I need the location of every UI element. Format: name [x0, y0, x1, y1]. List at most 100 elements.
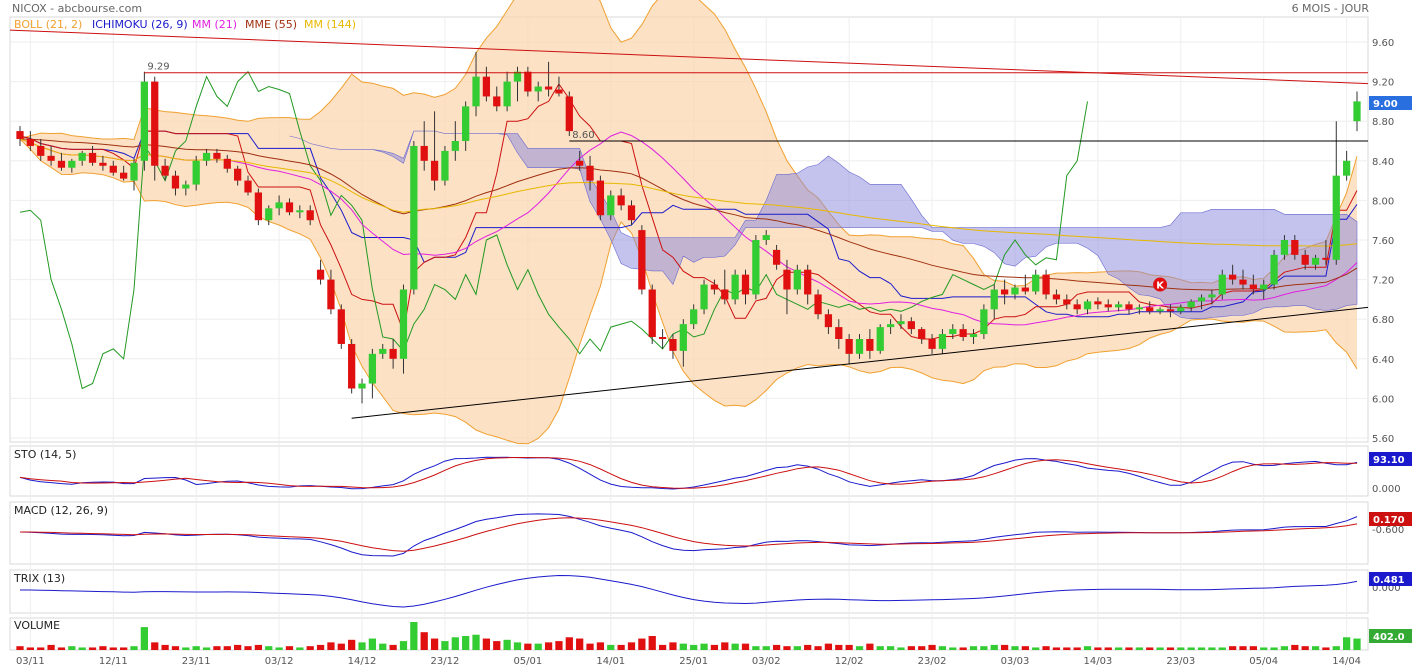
- candle-body: [171, 175, 180, 189]
- volume-bar: [1270, 647, 1278, 650]
- volume-bar: [16, 646, 24, 650]
- volume-bar: [1135, 647, 1143, 650]
- candle-body: [99, 162, 107, 166]
- volume-bar: [327, 642, 335, 650]
- candle-body: [327, 279, 335, 310]
- candle-body: [627, 205, 636, 221]
- candle-body: [700, 284, 708, 310]
- candle-body: [679, 324, 687, 351]
- candle-body: [78, 152, 86, 161]
- volume-bar: [99, 646, 107, 650]
- volume-bar: [669, 642, 677, 650]
- volume-bar: [658, 644, 667, 650]
- volume-bar: [109, 647, 117, 650]
- volume-bar: [1114, 647, 1123, 650]
- volume-bar: [928, 644, 936, 650]
- period-label[interactable]: 6 MOIS - JOUR: [1291, 2, 1369, 15]
- price-last-value: 9.00: [1373, 99, 1398, 110]
- date-tick-label: 12/02: [835, 656, 864, 667]
- volume-bar: [990, 644, 998, 650]
- volume-bar: [1146, 647, 1154, 650]
- candle-body: [918, 329, 926, 339]
- candle-body: [306, 210, 314, 221]
- downtrend-line: [9, 29, 1369, 85]
- candle-body: [482, 76, 491, 97]
- volume-bar: [1208, 647, 1216, 650]
- legend-item-mm21[interactable]: MM (21): [192, 18, 237, 31]
- macd-ytick: -0.600: [1372, 525, 1404, 536]
- legend-item-mme55[interactable]: MME (55): [245, 18, 297, 31]
- volume-bar: [1052, 647, 1061, 650]
- candle-body: [990, 289, 998, 310]
- legend-item-ichimoku[interactable]: ICHIMOKU (26, 9): [92, 18, 188, 31]
- date-tick-label: 14/01: [596, 656, 625, 667]
- candle-body: [1249, 284, 1257, 290]
- candle-body: [607, 195, 615, 216]
- volume-bar: [1353, 638, 1361, 650]
- candle-body: [1280, 240, 1289, 255]
- price-ytick-label: 6.40: [1372, 355, 1394, 366]
- candle-body: [451, 141, 459, 151]
- volume-bar: [368, 638, 377, 650]
- volume-bar: [482, 638, 491, 650]
- candle-body: [1094, 301, 1102, 305]
- macd-signal-line: [20, 517, 1358, 552]
- volume-bar: [68, 646, 76, 650]
- volume-bar: [182, 647, 190, 650]
- candle-body: [949, 329, 957, 335]
- candle-body: [1032, 274, 1040, 292]
- candle-body: [462, 106, 470, 141]
- candle-body: [783, 269, 791, 290]
- trix-ytick: 0.000: [1372, 583, 1401, 594]
- candle-body: [410, 145, 418, 290]
- candle-body: [524, 71, 532, 92]
- volume-bar: [57, 647, 66, 650]
- legend-item-mm144[interactable]: MM (144): [304, 18, 356, 31]
- volume-bar: [752, 646, 760, 650]
- candle-body: [762, 235, 770, 240]
- price-last-badge: [1369, 96, 1412, 110]
- volume-bar: [47, 644, 55, 650]
- candle-body: [1146, 307, 1154, 312]
- candle-body: [886, 324, 895, 328]
- candle-body: [804, 269, 812, 295]
- volume-bar: [824, 643, 833, 650]
- candle-body: [690, 309, 698, 325]
- volume-bar: [1000, 644, 1009, 650]
- macd-last-badge: [1369, 512, 1412, 526]
- volume-bar: [130, 646, 138, 650]
- candle-body: [752, 240, 760, 295]
- volume-bar: [1032, 647, 1040, 650]
- volume-bar: [907, 646, 915, 650]
- candle-body: [576, 160, 584, 166]
- candle-body: [617, 195, 625, 206]
- volume-bar: [26, 647, 34, 650]
- volume-bar: [866, 643, 874, 650]
- candle-body: [1052, 294, 1061, 300]
- date-tick-label: 23/11: [182, 656, 211, 667]
- volume-bar: [513, 642, 522, 650]
- sub-panels: [16, 456, 1361, 650]
- volume-bar: [493, 641, 501, 650]
- candle-body: [368, 353, 377, 384]
- volume-bar: [1073, 647, 1081, 650]
- candle-body: [845, 339, 853, 354]
- candle-body: [57, 160, 66, 168]
- volume-bar: [1239, 646, 1247, 650]
- volume-bar: [845, 644, 853, 650]
- candle-body: [565, 96, 573, 132]
- candle-body: [1301, 254, 1309, 265]
- candle-body: [1073, 304, 1081, 310]
- volume-last-badge: [1369, 629, 1412, 643]
- legend-item-boll[interactable]: BOLL (21, 2): [14, 18, 82, 31]
- volume-bar: [37, 647, 45, 650]
- sto-k-line: [19, 456, 1358, 490]
- bollinger-lower-line: [19, 138, 1358, 445]
- candle-body: [296, 210, 304, 213]
- volume-bar: [1332, 646, 1340, 650]
- candle-body: [1343, 160, 1351, 176]
- indicator-lines: [19, 70, 1358, 390]
- date-tick-label: 03/11: [16, 656, 45, 667]
- volume-bar: [855, 646, 864, 650]
